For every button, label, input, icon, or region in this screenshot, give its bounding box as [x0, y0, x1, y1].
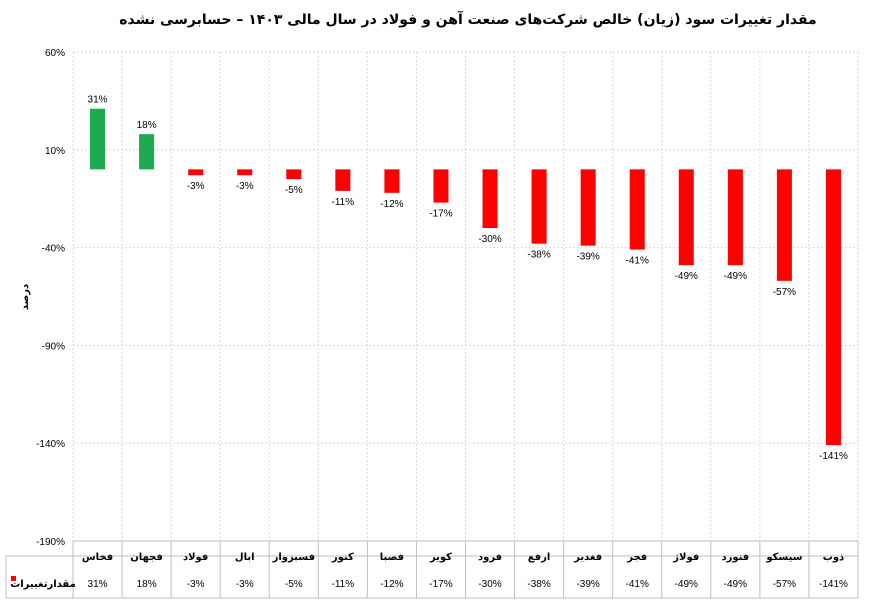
y-tick-label: -140% — [36, 439, 65, 450]
bars — [90, 108, 841, 446]
bar — [629, 169, 645, 250]
y-axis-label: درصد — [20, 284, 31, 310]
bar — [482, 169, 498, 229]
bar — [678, 169, 694, 266]
x-tick-label: سیسکو — [765, 552, 802, 563]
bar — [237, 169, 253, 176]
x-tick-label: کویر — [429, 552, 452, 563]
x-tick-label: ذوب — [823, 552, 844, 563]
bar — [188, 169, 204, 176]
chart-title: مقدار تغییرات سود (زیان) خالص شرکت‌های ص… — [119, 10, 816, 28]
bar — [384, 169, 400, 193]
data-label: -141% — [819, 451, 848, 462]
table-value: -11% — [332, 579, 355, 590]
y-tick-label: -40% — [42, 244, 65, 255]
y-tick-label: 60% — [45, 48, 65, 59]
y-axis-ticks: 60% 10% -40% -90% -140% -190% — [36, 48, 65, 548]
table-value: -39% — [576, 579, 599, 590]
x-tick-label: ابال — [235, 552, 255, 563]
y-tick-label: -190% — [36, 537, 65, 548]
x-tick-label: فغدیر — [573, 552, 602, 563]
x-tick-label: فولاد — [183, 552, 208, 563]
table-value: 18% — [137, 579, 157, 590]
table-value: -38% — [527, 579, 550, 590]
table-value: -3% — [187, 579, 205, 590]
bar — [580, 169, 596, 246]
table-value: -141% — [819, 579, 848, 590]
data-label: -5% — [285, 185, 303, 196]
data-label: -38% — [527, 250, 550, 261]
table-value: 31% — [88, 579, 108, 590]
data-label: -11% — [332, 197, 355, 208]
data-label: -12% — [380, 199, 403, 210]
bar — [335, 169, 351, 191]
x-tick-label: ارفع — [528, 552, 551, 563]
table-value: -49% — [675, 579, 698, 590]
data-label: -3% — [236, 181, 254, 192]
table-value: -49% — [724, 579, 747, 590]
x-tick-label: فصبا — [380, 552, 404, 563]
data-label: 31% — [88, 95, 108, 106]
x-tick-label: فجر — [626, 552, 647, 563]
data-label: -41% — [626, 256, 649, 267]
data-label: -3% — [187, 181, 205, 192]
bar — [776, 169, 792, 281]
x-tick-label: فنورد — [721, 552, 749, 563]
data-label: -49% — [724, 271, 747, 282]
table-value: -57% — [773, 579, 796, 590]
data-label: -17% — [429, 209, 452, 220]
data-label: -57% — [773, 287, 796, 298]
table-value: -3% — [236, 579, 254, 590]
data-labels: 31% 18% -3% -3% -5% -11% -12% -17% -30% -38% -39% -… — [88, 95, 849, 462]
x-tick-label: فرود — [478, 552, 502, 563]
table-value: -41% — [626, 579, 649, 590]
x-tick-label: فخاس — [82, 552, 113, 563]
data-label: -30% — [478, 234, 501, 245]
legend-key — [11, 576, 16, 581]
data-label: -39% — [576, 252, 599, 263]
bar — [139, 134, 155, 170]
x-tick-label: کنور — [331, 552, 354, 563]
bar — [90, 108, 106, 170]
data-table: فخاس 31% فجهان 18% فولاد -3% ابال -3% فسبزوار -5%… — [5, 540, 859, 599]
gridlines — [72, 51, 859, 542]
table-value: -12% — [380, 579, 403, 590]
y-tick-label: -90% — [42, 341, 65, 352]
table-value: -5% — [285, 579, 303, 590]
data-label: -49% — [675, 271, 698, 282]
x-tick-label: فسبزوار — [272, 552, 315, 563]
table-value: -30% — [478, 579, 501, 590]
legend-label: مقدارتغییرات — [10, 579, 76, 590]
y-tick-label: 10% — [45, 146, 65, 157]
x-tick-label: فجهان — [130, 552, 163, 563]
table-value: -17% — [429, 579, 452, 590]
bar — [433, 169, 449, 203]
bar — [286, 169, 302, 180]
bar — [825, 169, 841, 446]
bar — [531, 169, 547, 244]
x-tick-label: فولاژ — [672, 552, 699, 563]
data-label: 18% — [137, 120, 157, 131]
bar — [727, 169, 743, 266]
